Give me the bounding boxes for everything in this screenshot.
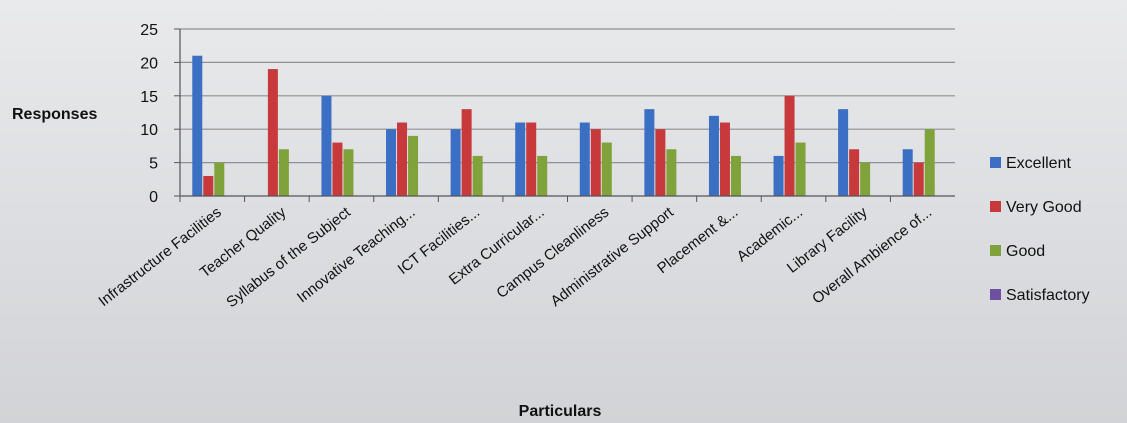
bar-excellent xyxy=(644,109,655,196)
legend-swatch xyxy=(990,157,1001,168)
bars xyxy=(192,55,935,196)
y-tick-label: 5 xyxy=(149,156,158,173)
x-category-label: Infrastructure Facilities xyxy=(95,204,224,310)
bar-excellent xyxy=(708,115,719,196)
legend-swatch xyxy=(990,289,1001,300)
bar-very-good xyxy=(203,175,214,196)
y-axis-ticks: 0 5 10 15 20 25 xyxy=(140,22,180,206)
bar-good xyxy=(601,142,612,196)
x-category-label: Administrative Support xyxy=(547,203,677,310)
bar-very-good xyxy=(784,95,795,196)
x-category-label: Innovative Teaching... xyxy=(294,204,419,307)
bar-good xyxy=(860,162,871,196)
y-tick-label: 25 xyxy=(140,22,158,39)
bar-excellent xyxy=(386,129,397,196)
bar-excellent xyxy=(321,95,332,196)
x-category-label: Campus Cleanliness xyxy=(493,204,612,302)
bar-good xyxy=(795,142,806,196)
x-category-label: Overall Ambience of... xyxy=(809,204,935,308)
bar-excellent xyxy=(838,109,849,196)
bar-excellent xyxy=(773,155,784,196)
bar-excellent xyxy=(192,55,203,196)
legend-label: Satisfactory xyxy=(1006,287,1090,304)
bar-very-good xyxy=(397,122,408,196)
y-tick-label: 20 xyxy=(140,55,158,72)
legend: Excellent Very Good Good Satisfactory xyxy=(990,155,1090,304)
bar-good xyxy=(472,155,483,196)
bar-good xyxy=(278,149,289,196)
bar-very-good xyxy=(655,129,666,196)
legend-label: Very Good xyxy=(1006,199,1082,216)
legend-label: Excellent xyxy=(1006,155,1071,172)
bar-good xyxy=(214,162,225,196)
bar-very-good xyxy=(719,122,730,196)
bar-very-good xyxy=(849,149,860,196)
x-category-label: Syllabus of the Subject xyxy=(223,203,354,311)
bar-excellent xyxy=(515,122,526,196)
bar-very-good xyxy=(590,129,601,196)
y-tick-label: 10 xyxy=(140,122,158,139)
y-tick-label: 15 xyxy=(140,89,158,106)
y-axis-title: Responses xyxy=(12,106,97,123)
legend-label: Good xyxy=(1006,243,1045,260)
bar-very-good xyxy=(461,109,472,196)
bar-very-good xyxy=(332,142,343,196)
bar-good xyxy=(408,135,419,196)
gridlines xyxy=(180,28,955,164)
y-tick-label: 0 xyxy=(149,189,158,206)
bar-excellent xyxy=(450,129,461,196)
bar-very-good xyxy=(913,162,924,196)
bar-very-good xyxy=(267,69,278,196)
legend-swatch xyxy=(990,245,1001,256)
bar-good xyxy=(666,149,677,196)
legend-swatch xyxy=(990,201,1001,212)
bar-very-good xyxy=(526,122,537,196)
bar-excellent xyxy=(579,122,590,196)
x-axis-title: Particulars xyxy=(519,403,602,420)
bar-excellent xyxy=(902,149,913,196)
bar-good xyxy=(343,149,354,196)
x-axis xyxy=(179,29,955,202)
bar-good xyxy=(537,155,548,196)
bar-good xyxy=(730,155,741,196)
bar-good xyxy=(924,129,935,196)
